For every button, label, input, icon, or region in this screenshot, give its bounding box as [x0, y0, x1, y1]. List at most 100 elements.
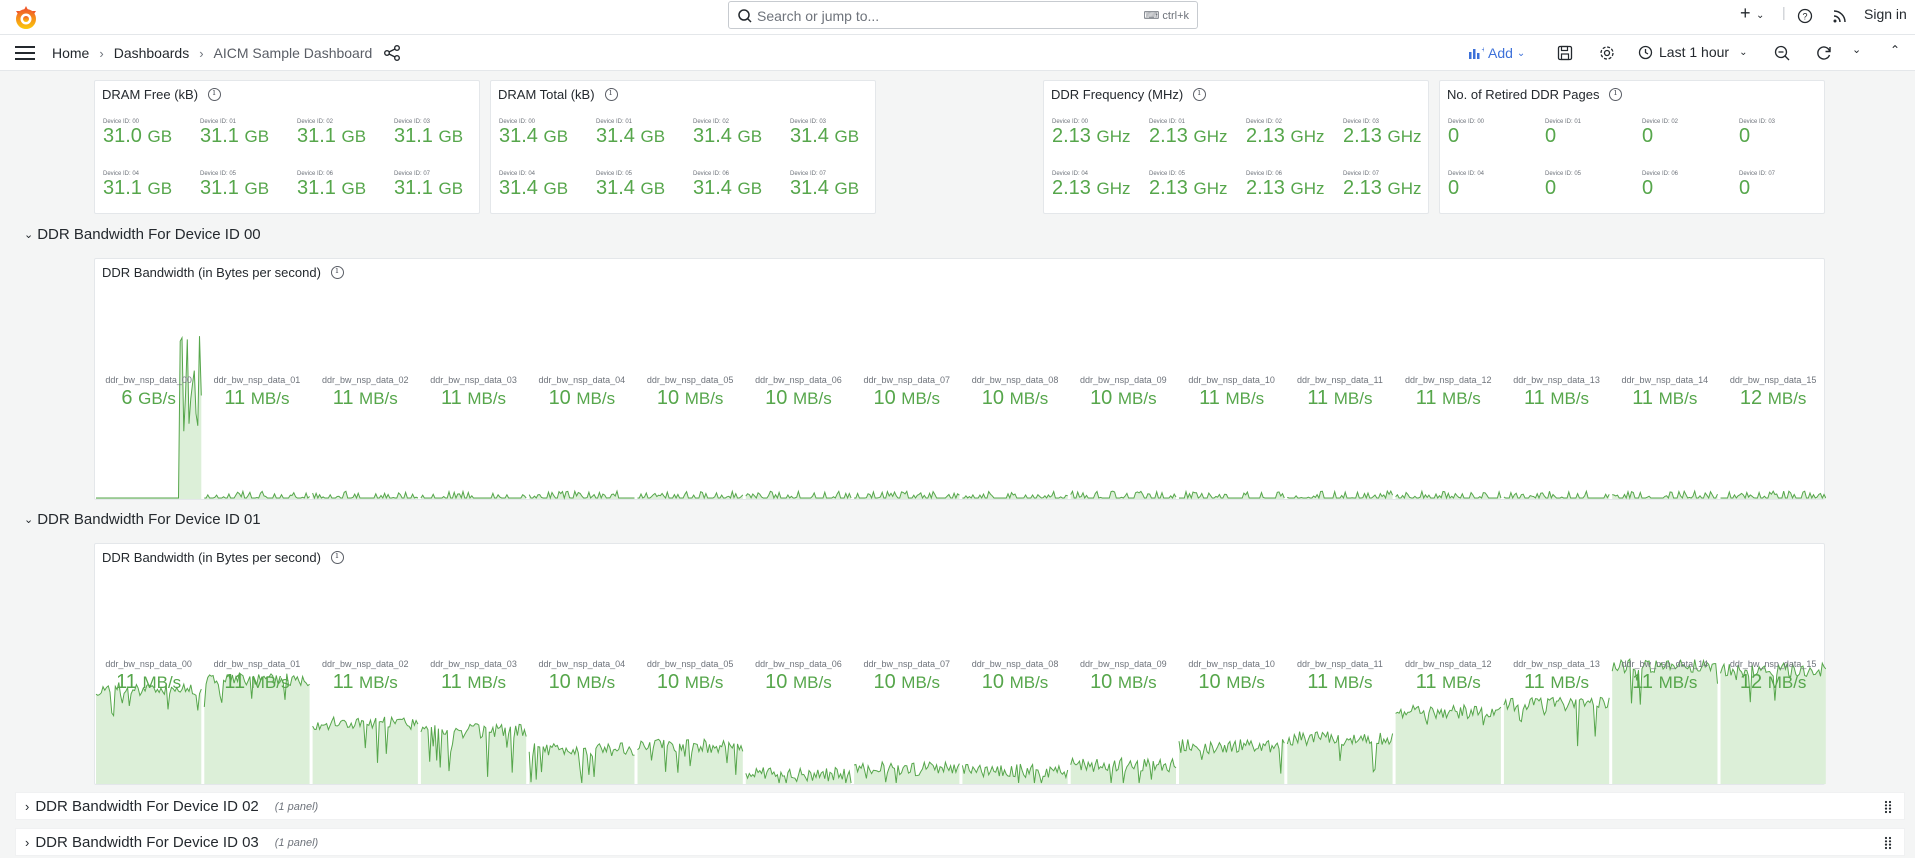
zoom-out-icon[interactable]	[1773, 44, 1791, 62]
new-plus-icon[interactable]: +	[1740, 3, 1751, 23]
sparkline-area	[96, 682, 202, 784]
series-unit: MB/s	[359, 389, 398, 408]
stat-number: 2.13	[1343, 125, 1382, 147]
series-value: 11 MB/s	[313, 671, 418, 694]
series-unit: MB/s	[250, 673, 290, 692]
info-icon[interactable]	[604, 88, 618, 101]
sparkline-line	[312, 715, 419, 763]
sparkline-area	[1287, 731, 1393, 784]
sign-in-link[interactable]: Sign in	[1864, 6, 1907, 22]
rss-icon[interactable]	[1833, 9, 1847, 23]
series-number: 11	[1632, 387, 1654, 409]
menu-icon[interactable]	[15, 45, 35, 61]
stat-number: 2.13	[1343, 177, 1382, 199]
stat-number: 31.1	[394, 125, 433, 147]
add-label: Add	[1488, 45, 1513, 61]
series-value: 10 MB/s	[1179, 671, 1284, 694]
save-icon[interactable]	[1556, 44, 1574, 62]
series-label: ddr_bw_nsp_data_04	[538, 375, 626, 385]
sparkline-line	[528, 489, 635, 500]
series-value: 11 MB/s	[96, 671, 201, 694]
stat-device-07: Device ID: 07 2.13 GHz	[1343, 171, 1422, 200]
stat-value: 2.13 GHz	[1343, 125, 1422, 148]
series-label: ddr_bw_nsp_data_02	[321, 659, 409, 669]
series-value: 11 MB/s	[1504, 671, 1609, 694]
chevron-down-icon[interactable]: ⌄	[1756, 10, 1765, 21]
share-icon[interactable]	[383, 44, 401, 62]
help-icon[interactable]: ?	[1797, 8, 1813, 24]
sparkline-line	[420, 489, 527, 500]
stat-device-07: Device ID: 07 0	[1739, 171, 1775, 199]
series-label: ddr_bw_nsp_data_05	[646, 375, 734, 385]
info-icon[interactable]	[330, 266, 344, 279]
time-range-picker[interactable]: Last 1 hour ⌄	[1638, 44, 1747, 60]
series-number: 10	[1198, 671, 1221, 693]
info-icon[interactable]	[330, 551, 344, 564]
sparkline-area	[962, 764, 1068, 784]
stat-device-05: Device ID: 05 2.13 GHz	[1149, 171, 1228, 200]
info-icon[interactable]	[1193, 88, 1207, 101]
stat-number: 31.1	[200, 125, 239, 147]
drag-handle-icon[interactable]	[1884, 836, 1892, 850]
series-label: ddr_bw_nsp_data_07	[863, 659, 951, 669]
stat-label: Device ID: 01	[200, 119, 237, 125]
breadcrumb-home[interactable]: Home	[52, 45, 90, 61]
sparkline-line	[312, 490, 419, 500]
stat-device-06: Device ID: 06 0	[1642, 171, 1678, 199]
series-unit: MB/s	[1767, 673, 1807, 692]
stat-label: Device ID: 07	[394, 171, 431, 177]
stat-unit: GB	[341, 127, 367, 146]
add-button[interactable]: + Add ⌄	[1468, 43, 1525, 63]
chevron-down-icon[interactable]: ⌄	[1852, 44, 1862, 56]
series-value: 10 MB/s	[962, 671, 1067, 694]
breadcrumb-dashboards[interactable]: Dashboards	[113, 45, 190, 61]
series-label: ddr_bw_nsp_data_13	[1513, 375, 1600, 385]
info-icon[interactable]	[208, 88, 222, 101]
clock-icon	[1638, 45, 1653, 59]
refresh-icon[interactable]	[1815, 44, 1833, 62]
info-icon[interactable]	[1609, 88, 1623, 101]
settings-gear-icon[interactable]	[1598, 44, 1616, 62]
stat-label: Device ID: 00	[1448, 119, 1485, 125]
series-number: 11	[224, 671, 246, 693]
sparkline-line	[204, 489, 310, 499]
stat-value: 31.0 GB	[103, 125, 172, 148]
stat-value: 2.13 GHz	[1246, 125, 1325, 148]
series-label: ddr_bw_nsp_data_05	[646, 659, 734, 669]
grafana-logo-icon[interactable]	[12, 4, 40, 32]
series-unit: MB/s	[1009, 673, 1049, 692]
drag-handle-icon[interactable]	[1884, 800, 1892, 814]
svg-text:+: +	[1482, 46, 1485, 54]
stat-value: 31.4 GB	[596, 177, 665, 200]
sparkline-line	[1070, 756, 1177, 784]
series-unit: MB/s	[1442, 389, 1481, 408]
series-value: 11 MB/s	[1612, 671, 1717, 694]
panel-count: (1 panel)	[274, 836, 319, 849]
row-header-device-00[interactable]: ⌄ DDR Bandwidth For Device ID 00	[0, 226, 1915, 246]
series-value: 12 MB/s	[1721, 671, 1826, 694]
sparkline-line	[1611, 658, 1718, 705]
stat-label: Device ID: 00	[103, 119, 140, 125]
stat-value: 0	[1642, 125, 1678, 147]
chevron-down-icon: ⌄	[24, 229, 34, 241]
row-header-device-03[interactable]: › DDR Bandwidth For Device ID 03 (1 pane…	[15, 828, 1905, 856]
series-unit: MB/s	[901, 389, 941, 408]
row-header-device-01[interactable]: ⌄ DDR Bandwidth For Device ID 01	[0, 511, 1915, 531]
stat-value: 0	[1545, 177, 1581, 199]
stat-device-06: Device ID: 06 31.1 GB	[297, 171, 366, 200]
row-header-device-02[interactable]: › DDR Bandwidth For Device ID 02 (1 pane…	[15, 792, 1905, 820]
stat-value: 31.1 GB	[103, 177, 172, 200]
sparkline-line	[420, 722, 527, 777]
series-number: 11	[441, 387, 462, 409]
search-input[interactable]: Search or jump to... ⌨ ctrl+k	[728, 1, 1198, 29]
stat-value: 31.1 GB	[200, 177, 269, 200]
series-number: 11	[1524, 387, 1545, 409]
chevron-up-icon[interactable]: ⌃	[1890, 43, 1901, 57]
stat-value: 31.4 GB	[499, 125, 568, 148]
stat-unit: GB	[147, 127, 173, 146]
stat-device-02: Device ID: 02 31.4 GB	[693, 119, 762, 148]
series-unit: MB/s	[1009, 389, 1049, 408]
stat-value: 31.1 GB	[394, 177, 463, 200]
series-number: 10	[656, 671, 680, 693]
